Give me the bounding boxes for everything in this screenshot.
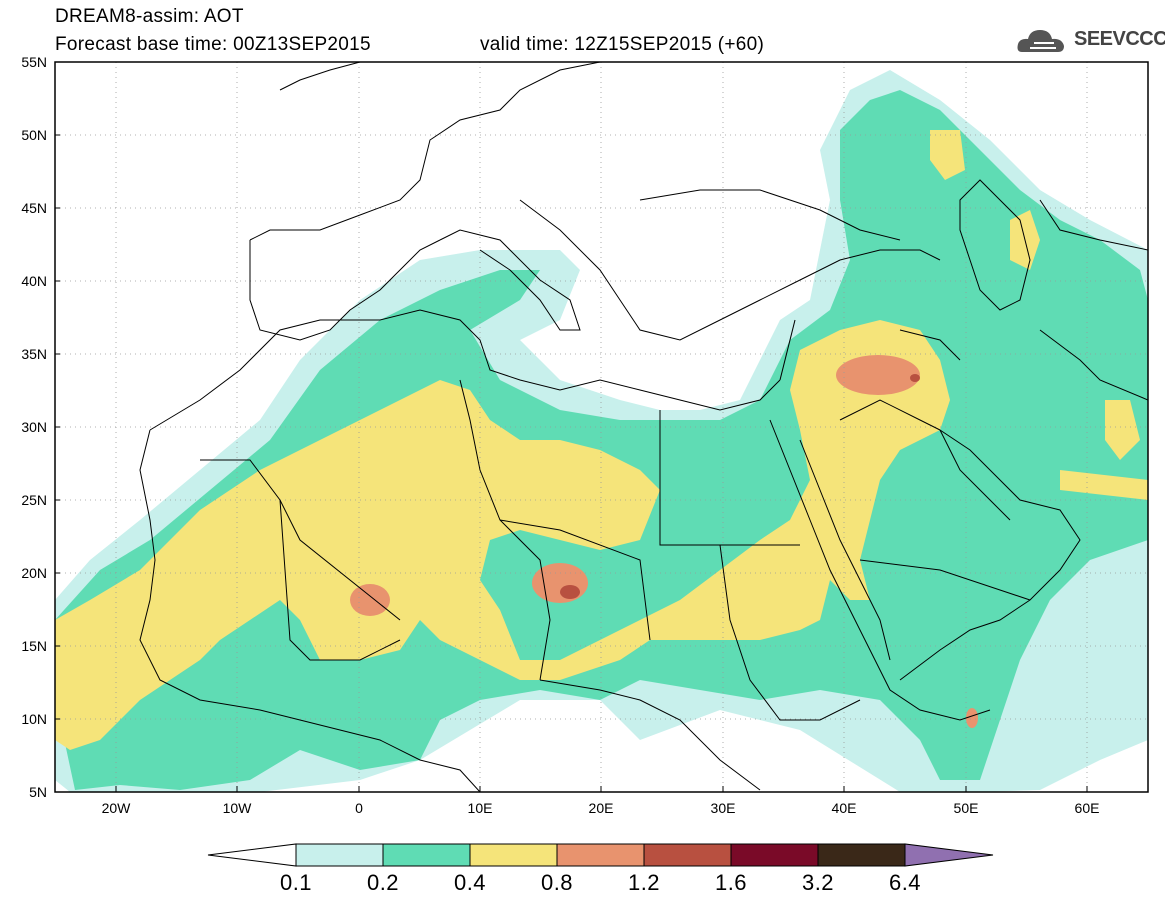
lon-label: 40E	[831, 800, 857, 816]
graticule	[55, 62, 1148, 792]
lat-label: 45N	[21, 200, 47, 216]
map-title: DREAM8-assim: AOT	[55, 6, 244, 27]
cloud-icon	[1017, 30, 1064, 52]
lat-label: 20N	[21, 565, 47, 581]
lat-label: 40N	[21, 273, 47, 289]
colorbar-label: 3.2	[801, 870, 835, 895]
colorbar-label: 6.4	[888, 870, 922, 895]
lat-label: 10N	[21, 711, 47, 727]
lat-label: 30N	[21, 419, 47, 435]
forecast-base-time: Forecast base time: 00Z13SEP2015	[55, 34, 371, 55]
aot-level-1.2	[560, 585, 580, 599]
logo-text: SEEVCCC	[1074, 28, 1165, 50]
aot-level-0.8	[350, 584, 390, 616]
lon-label: 20E	[588, 800, 614, 816]
lon-label: 10E	[467, 800, 493, 816]
lon-label: 20W	[101, 800, 131, 816]
colorbar-label: 0.4	[453, 870, 487, 895]
lat-label: 55N	[21, 54, 47, 70]
lat-label: 5N	[29, 784, 47, 800]
lon-label: 30E	[710, 800, 736, 816]
colorbar-label: 0.2	[366, 870, 400, 895]
lat-label: 15N	[21, 638, 47, 654]
lon-label: 60E	[1074, 800, 1100, 816]
lon-label: 0	[355, 800, 363, 816]
lon-label: 10W	[222, 800, 252, 816]
colorbar-label: 1.6	[714, 870, 748, 895]
coastlines	[139, 62, 1148, 792]
lon-label: 50E	[953, 800, 979, 816]
colorbar-label: 1.2	[627, 870, 661, 895]
aot-level-0.4	[55, 320, 950, 750]
lat-label: 25N	[21, 492, 47, 508]
forecast-valid-time: valid time: 12Z15SEP2015 (+60)	[480, 34, 765, 55]
lat-label: 35N	[21, 346, 47, 362]
lat-label: 50N	[21, 127, 47, 143]
colorbar-label: 0.1	[279, 870, 313, 895]
colorbar-label: 0.8	[540, 870, 574, 895]
